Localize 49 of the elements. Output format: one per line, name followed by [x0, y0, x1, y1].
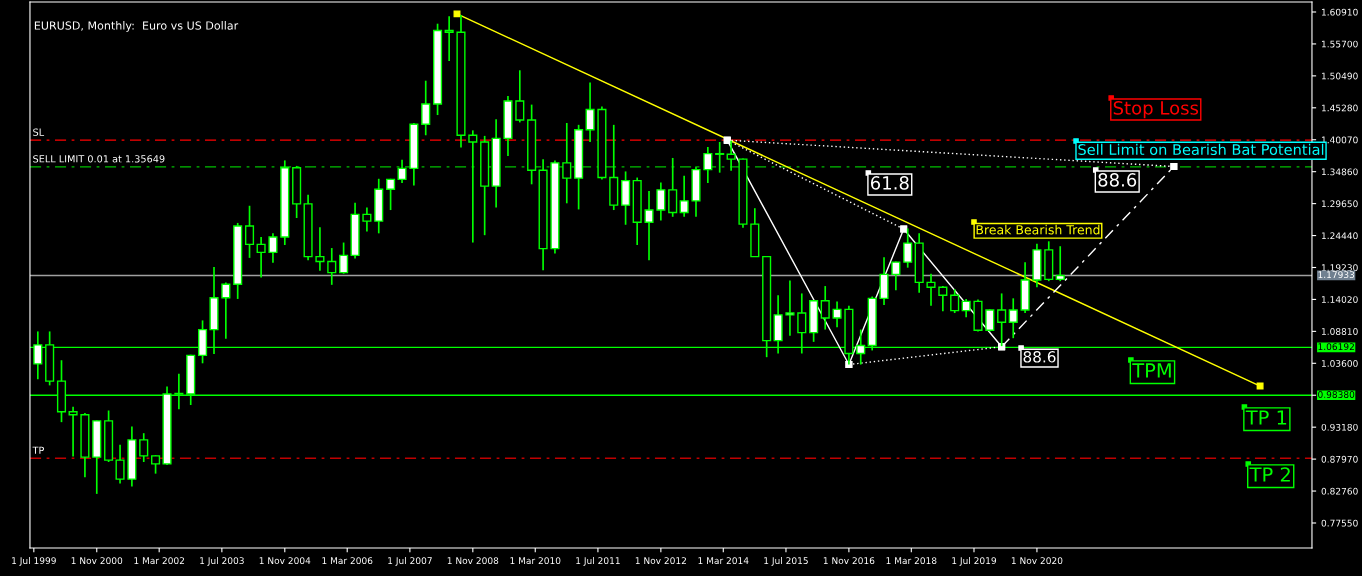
y-tick-label: 1.03600	[1321, 360, 1358, 367]
annotation: TP 2	[1249, 467, 1290, 482]
y-tick-label: 0.87970	[1321, 455, 1358, 463]
annotation: TP 1	[1245, 410, 1287, 425]
x-tick-label: 1 Nov 2020	[1011, 557, 1063, 565]
y-tick-label: 1.55700	[1321, 40, 1358, 48]
y-tick-label: 1.24440	[1321, 232, 1358, 240]
annotation: 88.6	[1023, 351, 1056, 363]
annotation: 88.6	[1098, 173, 1137, 187]
y-tick-label: 1.50490	[1321, 72, 1358, 80]
ref-line-label: TP	[32, 446, 45, 454]
x-tick-label: 1 Mar 2006	[322, 557, 373, 565]
y-tick-label: 1.60910	[1321, 8, 1358, 16]
x-tick-label: 1 Jul 1999	[12, 557, 56, 566]
y-tick-label: 1.08810	[1321, 328, 1358, 335]
y-tick-label: 1.40070	[1321, 136, 1358, 144]
annotation: TPM	[1132, 363, 1171, 378]
ref-line-label: SELL LIMIT 0.01 at 1.35649	[33, 155, 165, 163]
ref-line-label: 0.98380	[1318, 391, 1355, 398]
ref-line-label: 1.17933	[1318, 271, 1355, 279]
x-tick-label: 1 Jul 2007	[388, 557, 432, 566]
x-tick-label: 1 Jul 2003	[200, 557, 244, 566]
x-tick-label: 1 Nov 2004	[259, 557, 311, 565]
x-tick-label: 1 Jul 2019	[952, 557, 997, 566]
x-tick-label: 1 Nov 2008	[447, 557, 499, 565]
x-tick-label: 1 Jul 2011	[576, 557, 620, 566]
y-tick-label: 1.19230	[1321, 264, 1358, 272]
x-tick-label: 1 Mar 2010	[510, 557, 561, 565]
x-tick-label: 1 Nov 2000	[71, 557, 123, 565]
y-tick-label: 0.82760	[1321, 487, 1358, 495]
x-tick-label: 1 Mar 2002	[134, 557, 185, 565]
x-tick-label: 1 Nov 2016	[823, 557, 875, 565]
y-tick-label: 0.77550	[1321, 519, 1358, 527]
y-tick-label: 0.93180	[1321, 423, 1358, 431]
annotation: 61.8	[870, 176, 909, 190]
y-tick-label: 1.29650	[1321, 200, 1358, 208]
y-tick-label: 1.14020	[1321, 296, 1358, 303]
ref-line-label: SL	[33, 128, 45, 136]
annotation: Stop Loss	[1113, 101, 1199, 119]
annotation: Sell Limit on Bearish Bat Potential	[1078, 143, 1324, 156]
x-tick-label: 1 Nov 2012	[635, 557, 686, 565]
y-tick-label: 1.45280	[1321, 104, 1358, 112]
text: EURUSD, Monthly: Euro vs US Dollar	[34, 21, 239, 32]
ref-line-label: 1.06192	[1318, 343, 1354, 351]
y-tick-label: 1.34860	[1321, 168, 1358, 176]
x-tick-label: 1 Mar 2018	[886, 557, 937, 565]
x-tick-label: 1 Mar 2014	[698, 557, 749, 565]
annotation: Break Bearish Trend	[976, 224, 1100, 235]
x-tick-label: 1 Jul 2015	[764, 557, 808, 566]
